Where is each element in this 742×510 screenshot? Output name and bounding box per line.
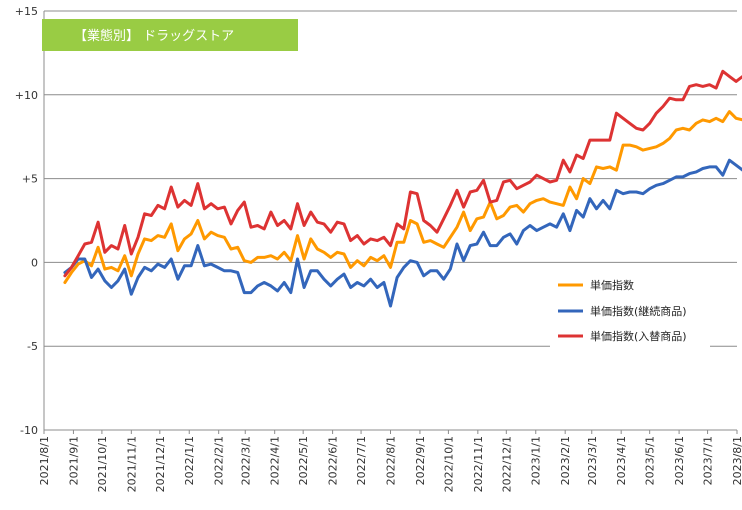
- legend-entry: 単価指数: [590, 278, 634, 292]
- title-layer: 【業態別】 ドラッグストア: [42, 19, 298, 51]
- x-tick-label: 2023/6/1: [673, 436, 686, 485]
- x-tick-label: 2022/11/1: [472, 436, 485, 492]
- x-tick-label: 2021/8/1: [38, 436, 51, 485]
- x-tick-label: 2022/7/1: [355, 436, 368, 485]
- x-tick-label: 2022/2/1: [213, 436, 226, 485]
- x-tick-label: 2023/4/1: [615, 436, 628, 485]
- x-tick-label: 2023/8/1: [731, 436, 742, 485]
- chart-title: 【業態別】 ドラッグストア: [74, 28, 234, 44]
- x-tick-label: 2021/10/1: [96, 436, 109, 492]
- legend-entry: 単価指数(入替商品): [590, 329, 687, 343]
- series-line-0: [63, 110, 742, 284]
- series-line-1: [63, 158, 742, 308]
- x-tick-label: 2022/12/1: [500, 436, 513, 492]
- x-tick-label: 2021/9/1: [67, 436, 80, 485]
- x-tick-label: 2023/2/1: [559, 436, 572, 485]
- x-tick-label: 2021/11/1: [125, 436, 138, 492]
- x-tick-label: 2022/4/1: [269, 436, 282, 485]
- x-tick-label: 2022/9/1: [414, 436, 427, 485]
- y-tick-label: +5: [22, 173, 38, 186]
- x-tick-label: 2023/7/1: [702, 436, 715, 485]
- x-tick-label: 2022/10/1: [442, 436, 455, 492]
- x-tick-label: 2022/8/1: [385, 436, 398, 485]
- x-tick-label: 2022/6/1: [327, 436, 340, 485]
- x-tick-label: 2022/5/1: [297, 436, 310, 485]
- y-tick-label: +10: [15, 89, 38, 102]
- y-tick-label: 0: [31, 256, 38, 269]
- legend-entry: 単価指数(継続商品): [590, 304, 687, 318]
- y-tick-label: -5: [27, 340, 38, 353]
- x-tick-label: 2023/1/1: [530, 436, 543, 485]
- x-tick-label: 2022/1/1: [183, 436, 196, 485]
- y-tick-label: +15: [15, 5, 38, 18]
- legend-background: [550, 263, 710, 347]
- grid-layer: [44, 10, 737, 431]
- x-tick-label: 2023/3/1: [586, 436, 599, 485]
- x-tick-label: 2021/12/1: [154, 436, 167, 492]
- series-line-2: [63, 69, 742, 278]
- title-background: [42, 19, 298, 51]
- series-layer: [63, 69, 742, 308]
- y-tick-label: -10: [20, 424, 38, 437]
- x-tick-label: 2022/3/1: [239, 436, 252, 485]
- x-tick-label: 2023/5/1: [644, 436, 657, 485]
